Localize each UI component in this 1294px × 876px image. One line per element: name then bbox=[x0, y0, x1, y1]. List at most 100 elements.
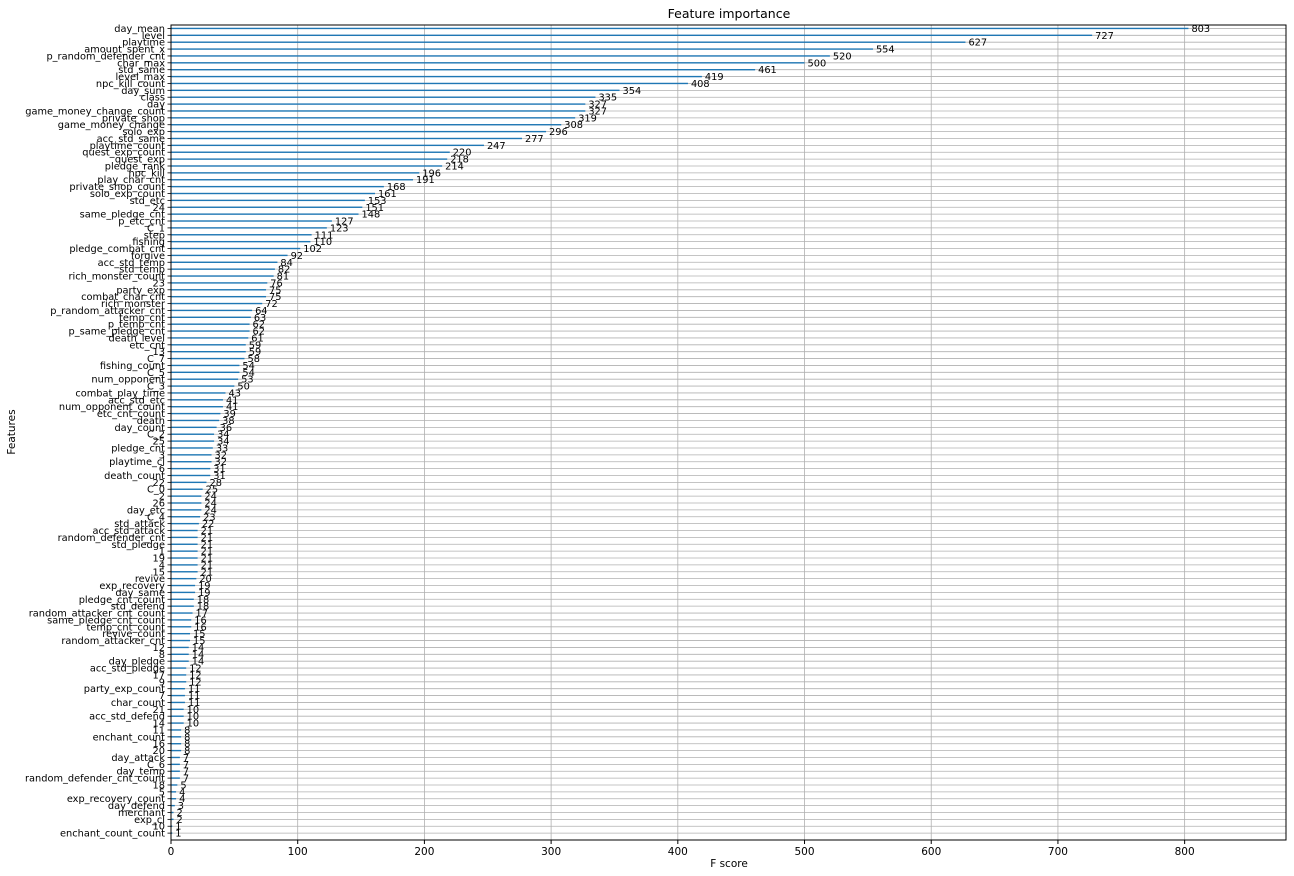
y-tick-label: revive_count bbox=[102, 629, 165, 640]
bar-value-label: 4 bbox=[179, 794, 185, 805]
bar bbox=[171, 48, 873, 50]
y-tick-label: class bbox=[141, 93, 165, 104]
bar-value-label: 8 bbox=[184, 739, 190, 750]
y-tick-label: acc_std_attack bbox=[93, 526, 166, 537]
bar-value-label: 8 bbox=[184, 732, 190, 743]
bar-value-label: 11 bbox=[188, 684, 200, 695]
y-tick-label: enchant_count bbox=[93, 732, 166, 743]
bar-value-label: 18 bbox=[197, 602, 209, 613]
bar bbox=[171, 247, 301, 250]
y-tick-label: day bbox=[147, 100, 165, 111]
bar bbox=[171, 199, 365, 202]
bar bbox=[171, 447, 213, 449]
bar bbox=[171, 777, 180, 779]
bar-value-label: 14 bbox=[192, 650, 204, 661]
y-tick-label: 13 bbox=[153, 347, 165, 358]
bar-value-label: 81 bbox=[277, 272, 289, 283]
bar-value-label: 153 bbox=[368, 196, 387, 207]
bar-value-label: 62 bbox=[253, 320, 265, 331]
y-tick-label: day_sum bbox=[121, 86, 165, 97]
bar bbox=[171, 770, 180, 772]
bar bbox=[171, 564, 198, 566]
bar-value-label: 220 bbox=[453, 148, 472, 159]
bar bbox=[171, 818, 174, 821]
bar bbox=[171, 454, 212, 456]
bar bbox=[171, 75, 702, 78]
bar-value-label: 10 bbox=[187, 705, 199, 716]
y-tick-label: revive bbox=[135, 574, 165, 585]
bar bbox=[171, 632, 191, 635]
bar bbox=[171, 234, 312, 236]
bar-value-label: 196 bbox=[422, 168, 441, 179]
bar bbox=[171, 681, 187, 683]
y-tick-label: p_temp_cnt bbox=[108, 320, 165, 331]
y-tick-label: day_same bbox=[115, 588, 165, 599]
bar-value-label: 319 bbox=[578, 113, 597, 124]
y-tick-label: char_max bbox=[117, 58, 165, 69]
bar-value-label: 5 bbox=[180, 780, 186, 791]
y-tick-label: 6 bbox=[159, 464, 165, 475]
bar-value-label: 327 bbox=[588, 106, 607, 117]
bar bbox=[171, 749, 182, 752]
bar-value-label: 19 bbox=[198, 581, 210, 592]
bar-value-label: 11 bbox=[188, 691, 200, 702]
y-tick-label: C_4 bbox=[147, 512, 165, 523]
y-tick-label: play_char_cnt bbox=[97, 175, 165, 186]
bar-value-label: 7 bbox=[183, 767, 189, 778]
bar bbox=[171, 577, 197, 580]
y-tick-label: 23 bbox=[153, 278, 165, 289]
bar bbox=[171, 584, 196, 587]
bar bbox=[171, 598, 194, 600]
x-tick-label: 400 bbox=[668, 846, 688, 858]
y-tick-label: char_count bbox=[111, 698, 165, 709]
bar-value-label: 10 bbox=[187, 719, 199, 730]
bar-value-label: 803 bbox=[1191, 24, 1210, 35]
bar bbox=[171, 791, 177, 793]
y-tick-label: 26 bbox=[153, 498, 165, 509]
bar-value-label: 111 bbox=[315, 230, 334, 241]
bar bbox=[171, 722, 184, 724]
y-tick-label: random_attacker_cnt bbox=[61, 636, 165, 647]
y-tick-label: forgive bbox=[131, 251, 165, 262]
bar-value-label: 1 bbox=[175, 829, 181, 840]
y-tick-label: etc_cnt bbox=[129, 340, 165, 351]
bar-value-label: 10 bbox=[187, 712, 199, 723]
bar-value-label: 21 bbox=[201, 567, 213, 578]
bar bbox=[171, 605, 194, 607]
bar bbox=[171, 536, 198, 539]
y-tick-label: 24 bbox=[153, 203, 165, 214]
y-tick-label: 17 bbox=[153, 670, 165, 681]
y-tick-label: npc_kill_count bbox=[96, 79, 165, 90]
bar-value-label: 161 bbox=[378, 189, 397, 200]
bar-value-label: 7 bbox=[183, 753, 189, 764]
y-tick-label: acc_std_pledge bbox=[90, 664, 165, 675]
bar-value-label: 24 bbox=[204, 498, 216, 509]
bar bbox=[171, 474, 211, 477]
y-tick-label: 11 bbox=[153, 725, 165, 736]
bar bbox=[171, 206, 363, 208]
bar-value-label: 31 bbox=[213, 471, 225, 482]
y-tick-label: 19 bbox=[153, 554, 165, 565]
bar bbox=[171, 364, 240, 367]
bar-value-label: 327 bbox=[588, 100, 607, 111]
x-tick-label: 200 bbox=[414, 846, 434, 858]
bar bbox=[171, 302, 263, 305]
y-tick-label: std_temp bbox=[119, 265, 165, 276]
bar bbox=[171, 55, 830, 57]
bar-value-label: 84 bbox=[280, 258, 292, 269]
bar bbox=[171, 185, 384, 188]
bar bbox=[171, 103, 586, 105]
bar-value-label: 20 bbox=[199, 574, 211, 585]
y-tick-label: std_defend bbox=[111, 602, 165, 613]
bar bbox=[171, 667, 187, 669]
y-tick-label: day_defend bbox=[108, 801, 165, 812]
bar-value-label: 3 bbox=[178, 801, 184, 812]
bar-value-label: 14 bbox=[192, 643, 204, 654]
bar-value-label: 75 bbox=[269, 285, 281, 296]
y-tick-label: day_count bbox=[114, 423, 165, 434]
y-tick-label: random_defender_cnt_count bbox=[25, 774, 165, 785]
y-tick-label: amount_spent_x bbox=[84, 45, 165, 56]
bar bbox=[171, 337, 249, 339]
bar-value-label: 2 bbox=[177, 815, 183, 826]
y-tick-label: random_attacker_cnt_count bbox=[29, 609, 165, 620]
